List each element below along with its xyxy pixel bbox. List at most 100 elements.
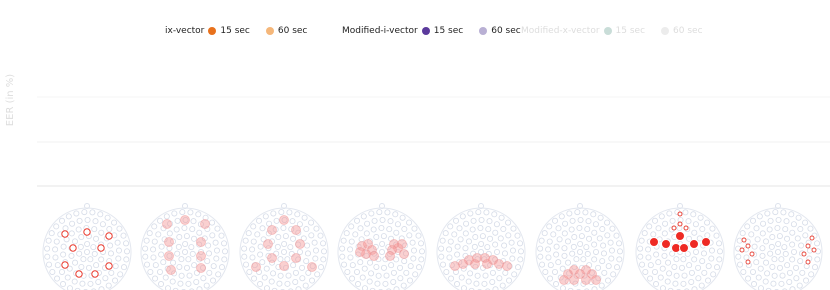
electrode (808, 271, 815, 278)
electrode (500, 226, 507, 233)
electrode (691, 229, 698, 236)
electrode (189, 250, 196, 257)
electrode (584, 226, 591, 233)
electrode (572, 280, 579, 287)
highlight-electrode (200, 219, 210, 229)
electrode (221, 240, 228, 247)
electrode (605, 277, 612, 284)
electrode (614, 264, 621, 271)
electrode (204, 226, 211, 233)
electrode (607, 239, 614, 246)
electrode (577, 217, 584, 224)
electrode (313, 225, 320, 232)
highlight-electrode (91, 270, 99, 278)
highlight-electrode (689, 239, 699, 249)
electrode (447, 238, 454, 245)
electrode (790, 221, 797, 228)
electrode (378, 248, 385, 255)
electrode (361, 265, 368, 272)
electrode (511, 271, 518, 278)
legend-item: 15 sec (600, 26, 645, 36)
electrode (380, 264, 387, 271)
electrode (814, 240, 821, 247)
highlight-electrode (196, 237, 206, 247)
electrode (276, 280, 283, 287)
electrode (66, 265, 73, 272)
electrode (186, 272, 193, 279)
highlight-electrode (369, 251, 379, 261)
electrode (202, 214, 209, 221)
electrode (78, 234, 85, 241)
electrode (569, 217, 576, 224)
electrode (261, 274, 268, 281)
highlight-electrode (279, 261, 289, 271)
electrode (162, 274, 169, 281)
electrode (757, 265, 764, 272)
electrode (666, 210, 673, 217)
electrode (152, 262, 159, 269)
electrode (616, 248, 623, 255)
electrode (292, 269, 299, 276)
electrode (93, 262, 100, 269)
highlight-electrode (399, 249, 409, 259)
electrode (317, 232, 324, 239)
electrode (472, 234, 479, 241)
electrode (347, 254, 354, 261)
electrode (366, 238, 373, 245)
electrode (493, 221, 500, 228)
electrode (659, 285, 666, 290)
electrode (193, 278, 200, 285)
electrode (341, 261, 348, 268)
electrode (89, 209, 96, 216)
electrode (382, 280, 389, 287)
electrode (152, 275, 159, 282)
electrode (736, 237, 743, 244)
highlight-electrode (267, 225, 277, 235)
electrode (401, 258, 408, 265)
electrode (497, 235, 504, 242)
electrode (203, 282, 210, 289)
electrode (85, 264, 92, 271)
electrode (104, 214, 111, 221)
electrode (764, 270, 771, 277)
electrode (759, 252, 766, 259)
electrode (49, 268, 56, 275)
electrode (210, 277, 217, 284)
electrode (52, 246, 59, 253)
electrode (802, 219, 809, 226)
electrode (771, 272, 778, 279)
electrode (392, 211, 399, 218)
electrode (714, 264, 721, 271)
electrode (655, 259, 662, 266)
electrode (399, 214, 406, 221)
electrode (166, 245, 173, 252)
highlight-electrode (105, 262, 113, 270)
electrode (60, 281, 67, 288)
highlight-electrode (164, 237, 174, 247)
electrode (195, 211, 202, 218)
legend-item: 15 sec (204, 26, 250, 36)
electrode (506, 277, 513, 284)
electrode (561, 252, 568, 259)
electrode (406, 232, 413, 239)
electrode (273, 217, 280, 224)
electrode (753, 259, 760, 266)
highlight-electrode (295, 239, 305, 249)
electrode (592, 221, 599, 228)
electrode (282, 233, 289, 240)
electrode (393, 286, 400, 290)
electrode (178, 256, 185, 263)
electrode (537, 245, 544, 252)
electrode (492, 229, 499, 236)
electrode (295, 229, 302, 236)
electrode (701, 269, 708, 276)
electrode (77, 243, 84, 250)
highlight-electrode (61, 261, 69, 269)
electrode (112, 277, 119, 284)
electrode (547, 275, 554, 282)
electrode (789, 286, 796, 290)
electrode (355, 251, 362, 258)
electrode (201, 235, 208, 242)
electrode (577, 241, 584, 248)
electrode (257, 281, 264, 288)
